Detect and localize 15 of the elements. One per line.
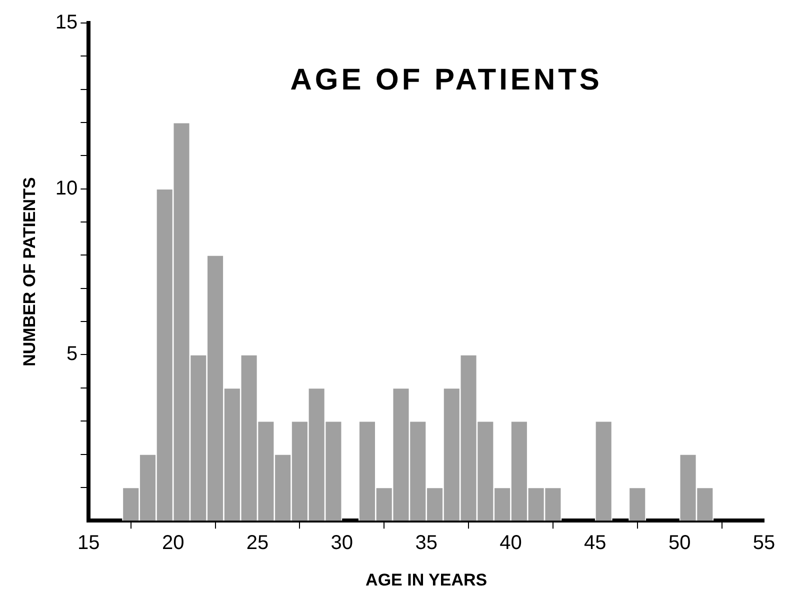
- x-axis-title: AGE IN YEARS: [366, 570, 488, 590]
- x-tick-label: 20: [162, 532, 184, 554]
- x-tick-label: 45: [584, 532, 606, 554]
- text: AGE OF PATIENTS: [290, 63, 602, 96]
- x-tick-label: 40: [500, 532, 522, 554]
- x-tick-label: 50: [668, 532, 691, 554]
- x-tick-label: 30: [330, 532, 354, 554]
- y-axis-title: NUMBER OF PATIENTS: [20, 177, 39, 366]
- y-tick-label: 10: [55, 177, 78, 200]
- x-tick-label: 55: [752, 532, 776, 554]
- y-tick-label: 15: [55, 12, 78, 34]
- y-tick-label: 5: [66, 343, 78, 366]
- x-tick-label: 15: [78, 532, 100, 554]
- x-tick-label: 25: [246, 532, 269, 554]
- x-tick-label: 35: [415, 532, 438, 554]
